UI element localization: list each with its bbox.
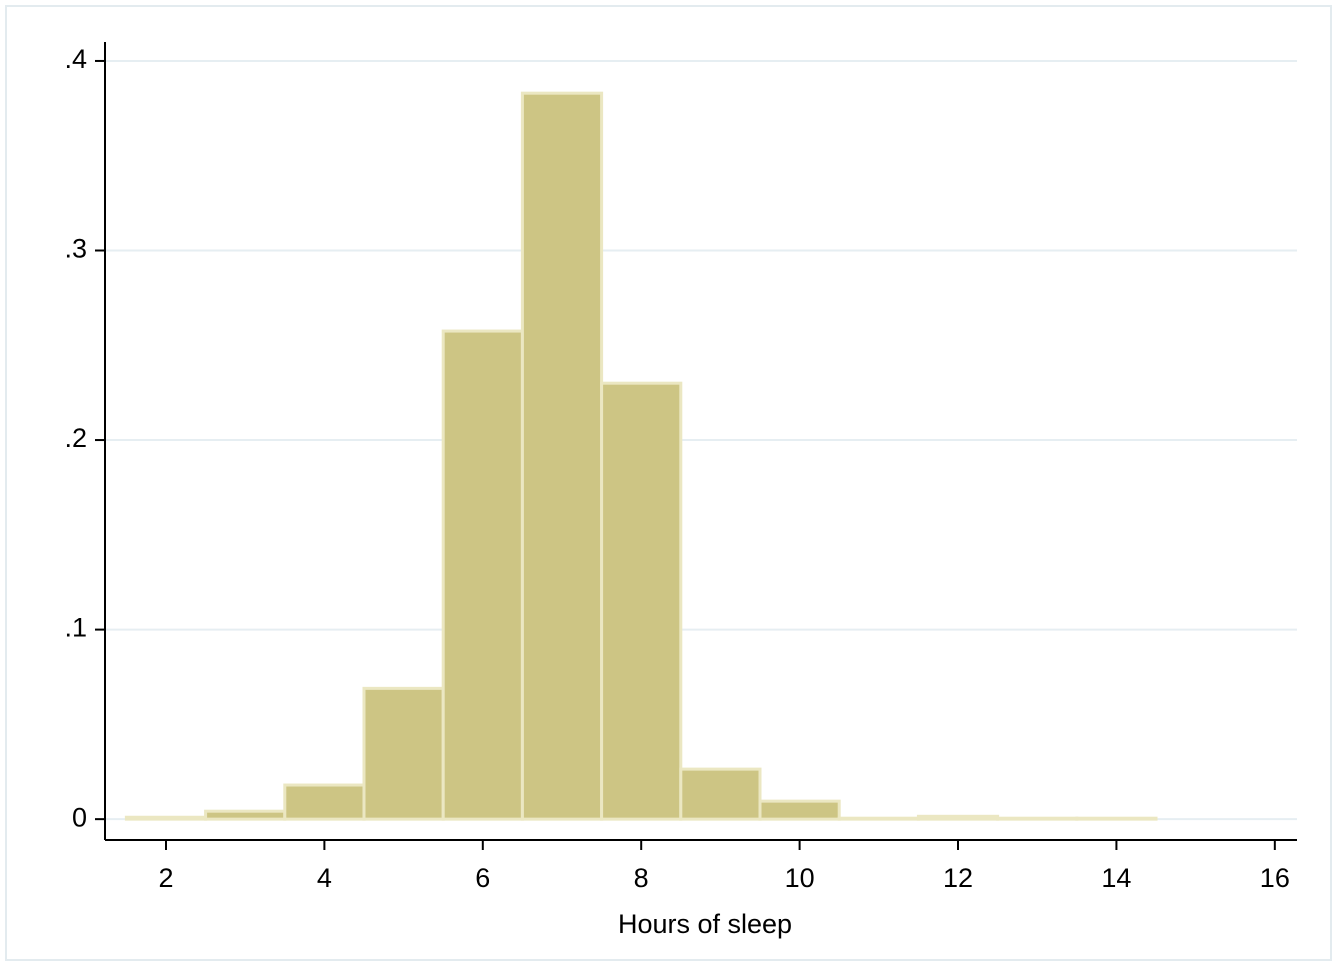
bar bbox=[600, 381, 683, 821]
bar bbox=[520, 91, 604, 821]
bar bbox=[916, 814, 1000, 821]
y-tick-label: .4 bbox=[64, 44, 87, 74]
x-tick-label: 10 bbox=[785, 863, 815, 893]
bar bbox=[124, 815, 208, 821]
y-tick-label: 0 bbox=[72, 802, 87, 832]
y-tick-label: .1 bbox=[64, 613, 87, 643]
bar bbox=[1075, 816, 1158, 821]
bar bbox=[204, 809, 287, 821]
y-tick-label: .2 bbox=[64, 423, 87, 453]
bar bbox=[758, 799, 841, 821]
x-tick-label: 4 bbox=[317, 863, 332, 893]
x-tick-label: 16 bbox=[1260, 863, 1290, 893]
bar bbox=[362, 686, 445, 821]
x-tick-label: 2 bbox=[158, 863, 173, 893]
y-tick-label: .3 bbox=[64, 234, 87, 264]
bar bbox=[996, 816, 1079, 821]
x-tick-label: 8 bbox=[634, 863, 649, 893]
x-axis-title: Hours of sleep bbox=[618, 909, 792, 939]
bar bbox=[837, 816, 920, 821]
x-tick-label: 14 bbox=[1101, 863, 1131, 893]
x-tick-label: 6 bbox=[475, 863, 490, 893]
bar bbox=[679, 767, 762, 821]
bar bbox=[441, 329, 524, 821]
x-tick-label: 12 bbox=[943, 863, 973, 893]
bar bbox=[283, 783, 366, 821]
